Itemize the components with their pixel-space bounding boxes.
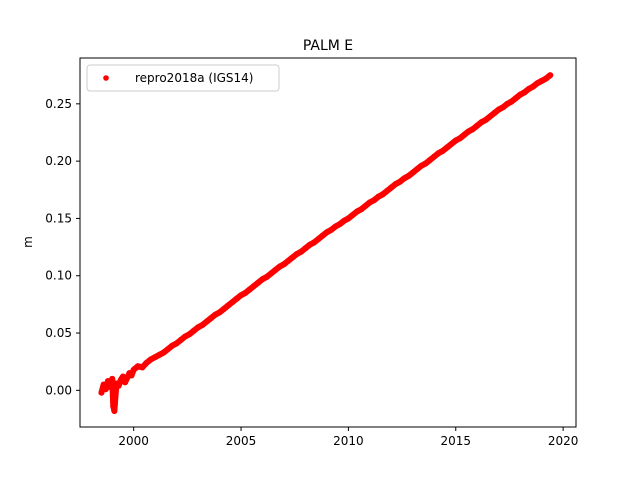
y-tick-label: 0.15 [45, 211, 72, 225]
axis-ticks: 2000 2005 2010 2015 2020 0.00 0.05 0.10 0.15 0.20… [45, 97, 578, 448]
x-tick-label: 2000 [118, 434, 149, 448]
y-tick-label: 0.05 [45, 326, 72, 340]
x-tick-label: 2015 [440, 434, 471, 448]
data-series-band [98, 72, 554, 414]
y-tick-label: 0.25 [45, 97, 72, 111]
x-tick-label: 2010 [333, 434, 364, 448]
y-tick-label: 0.20 [45, 154, 72, 168]
y-tick-label: 0.10 [45, 269, 72, 283]
legend-box [86, 64, 280, 92]
y-axis-label: m [21, 236, 35, 248]
chart-title: PALM E [303, 38, 353, 54]
legend-label: repro2018a (IGS14) [135, 71, 253, 85]
legend: repro2018a (IGS14) [86, 64, 280, 92]
legend-marker [103, 75, 109, 81]
plot-frame [79, 57, 577, 428]
x-tick-label: 2020 [548, 434, 579, 448]
y-tick-label: 0.00 [45, 383, 72, 397]
data-points [98, 72, 554, 414]
x-tick-label: 2005 [226, 434, 257, 448]
